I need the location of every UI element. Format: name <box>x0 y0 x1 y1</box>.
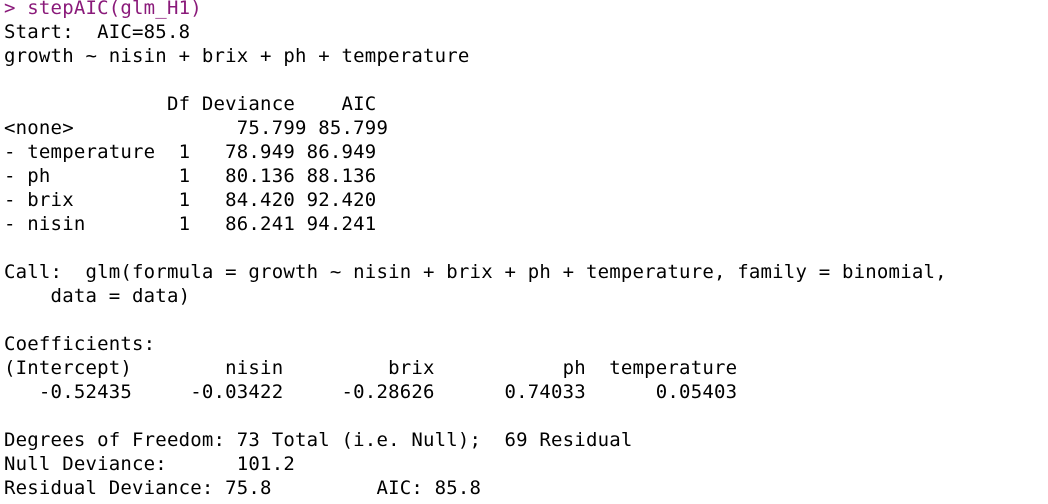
command-text: stepAIC(glm_H1) <box>27 0 202 19</box>
output-line <box>4 308 1044 332</box>
output-line: growth ~ nisin + brix + ph + temperature <box>4 45 470 67</box>
output-line <box>4 68 1044 92</box>
output-line: Degrees of Freedom: 73 Total (i.e. Null)… <box>4 429 633 451</box>
output-line <box>4 404 1044 428</box>
output-line: Residual Deviance: 75.8 AIC: 85.8 <box>4 477 482 499</box>
output-line: -0.52435 -0.03422 -0.28626 0.74033 0.054… <box>4 381 738 403</box>
output-block: Start: AIC=85.8 growth ~ nisin + brix + p… <box>4 20 1044 500</box>
output-line: - ph 1 80.136 88.136 <box>4 165 377 187</box>
console-prompt: > <box>4 0 16 19</box>
output-line: Start: AIC=85.8 <box>4 21 191 43</box>
output-line: - brix 1 84.420 92.420 <box>4 189 377 211</box>
output-line: Null Deviance: 101.2 <box>4 453 295 475</box>
output-line <box>4 236 1044 260</box>
output-line: data = data) <box>4 285 191 307</box>
output-line: (Intercept) nisin brix ph temperature <box>4 357 738 379</box>
output-line: <none> 75.799 85.799 <box>4 117 389 139</box>
output-line: Df Deviance AIC <box>4 93 377 115</box>
output-line: Call: glm(formula = growth ~ nisin + bri… <box>4 261 947 283</box>
output-line: - nisin 1 86.241 94.241 <box>4 213 377 235</box>
output-line: Coefficients: <box>4 333 156 355</box>
output-line: - temperature 1 78.949 86.949 <box>4 141 377 163</box>
command-line: > stepAIC(glm_H1) <box>4 0 1044 20</box>
r-console-output: > stepAIC(glm_H1) Start: AIC=85.8 growth … <box>4 0 1044 504</box>
